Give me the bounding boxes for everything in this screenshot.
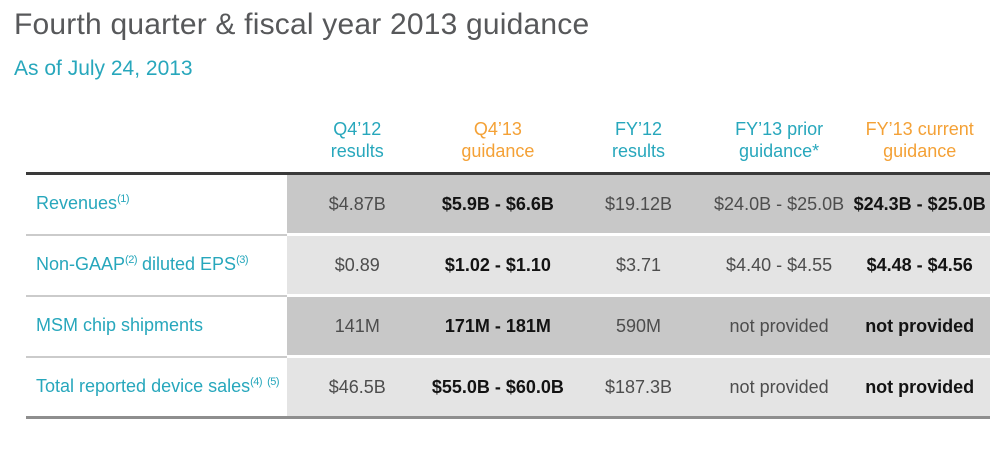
- cell-total-reported-device-sales-fy-13-prior-guidance: not provided: [708, 358, 850, 416]
- cell-revenues-q4-13-guidance: $5.9B - $6.6B: [427, 175, 569, 233]
- cell-msm-chip-shipments-q4-13-guidance: 171M - 181M: [427, 297, 569, 355]
- cell-non-gaap-diluted-eps-fy-13-prior-guidance: $4.40 - $4.55: [708, 236, 850, 294]
- column-header-line1: Q4’12: [333, 119, 382, 140]
- footnote-marker: (5): [267, 376, 280, 389]
- column-header-line1: FY’13 current: [865, 119, 974, 140]
- table-row-non-gaap-diluted-eps: Non-GAAP(2) diluted EPS(3) $0.89 $1.02 - $…: [26, 236, 990, 297]
- row-label-msm-chip-shipments: MSM chip shipments: [26, 297, 287, 358]
- row-label-non-gaap-diluted-eps: Non-GAAP(2) diluted EPS(3): [26, 236, 287, 297]
- table-row-revenues: Revenues(1) $4.87B $5.9B - $6.6B $19.12B $24…: [26, 175, 990, 236]
- cell-total-reported-device-sales-q4-12-results: $46.5B: [287, 358, 428, 416]
- cell-revenues-fy-13-prior-guidance: $24.0B - $25.0B: [708, 175, 850, 233]
- cell-revenues-fy-12-results: $19.12B: [568, 175, 709, 233]
- row-label-text: MSM chip shipments: [36, 315, 204, 336]
- column-header-line2: results: [611, 141, 665, 162]
- footnote-marker: (4): [250, 376, 263, 389]
- table-row-msm-chip-shipments: MSM chip shipments 141M 171M - 181M 590M not…: [26, 297, 990, 358]
- column-header-fy-13-current-guidance: FY’13 current guidance: [849, 119, 990, 163]
- footnote-marker: (3): [236, 254, 249, 267]
- row-label-revenues: Revenues(1): [26, 175, 287, 236]
- cell-non-gaap-diluted-eps-fy-12-results: $3.71: [568, 236, 709, 294]
- guidance-table: Q4’12 results Q4’13 guidance FY’12 results FY’…: [26, 108, 990, 419]
- footnote-marker: (1): [117, 193, 130, 206]
- row-label-text: Non-GAAP(2) diluted EPS(3): [36, 254, 249, 275]
- row-label-text: Revenues(1): [36, 193, 130, 214]
- column-header-line2: guidance: [883, 141, 957, 162]
- cell-non-gaap-diluted-eps-q4-13-guidance: $1.02 - $1.10: [427, 236, 569, 294]
- column-header-line1: FY’12: [614, 119, 662, 140]
- cell-total-reported-device-sales-fy-13-current-guidance: not provided: [849, 358, 990, 416]
- footnote-marker: (2): [125, 254, 137, 267]
- column-header-q4-12-results: Q4’12 results: [287, 119, 428, 163]
- column-header-line1: FY’13 prior: [735, 119, 824, 140]
- column-header-line2: guidance: [461, 141, 535, 162]
- row-label-total-reported-device-sales: Total reported device sales(4) (5): [26, 358, 287, 416]
- cell-total-reported-device-sales-q4-13-guidance: $55.0B - $60.0B: [427, 358, 569, 416]
- cell-msm-chip-shipments-fy-13-current-guidance: not provided: [849, 297, 990, 355]
- column-header-fy-12-results: FY’12 results: [568, 119, 709, 163]
- cell-revenues-fy-13-current-guidance: $24.3B - $25.0B: [849, 175, 990, 233]
- page-subtitle: As of July 24, 2013: [14, 57, 193, 80]
- row-label-text: Total reported device sales(4) (5): [36, 376, 280, 397]
- table-row-total-reported-device-sales: Total reported device sales(4) (5) $46.5B…: [26, 358, 990, 416]
- column-header-q4-13-guidance: Q4’13 guidance: [428, 119, 569, 163]
- table-body: Revenues(1) $4.87B $5.9B - $6.6B $19.12B $24…: [26, 175, 990, 419]
- column-header-line2: guidance*: [739, 141, 820, 162]
- cell-msm-chip-shipments-fy-13-prior-guidance: not provided: [708, 297, 850, 355]
- page-title: Fourth quarter & fiscal year 2013 guidan…: [14, 8, 590, 41]
- column-header-line1: Q4’13: [473, 119, 522, 140]
- column-header-line2: results: [330, 141, 384, 162]
- cell-revenues-q4-12-results: $4.87B: [287, 175, 428, 233]
- cell-msm-chip-shipments-q4-12-results: 141M: [287, 297, 428, 355]
- cell-non-gaap-diluted-eps-fy-13-current-guidance: $4.48 - $4.56: [849, 236, 990, 294]
- column-header-fy-13-prior-guidance: FY’13 prior guidance*: [709, 119, 850, 163]
- cell-msm-chip-shipments-fy-12-results: 590M: [568, 297, 709, 355]
- table-header-row: Q4’12 results Q4’13 guidance FY’12 results FY’…: [26, 108, 990, 175]
- cell-total-reported-device-sales-fy-12-results: $187.3B: [568, 358, 709, 416]
- cell-non-gaap-diluted-eps-q4-12-results: $0.89: [287, 236, 428, 294]
